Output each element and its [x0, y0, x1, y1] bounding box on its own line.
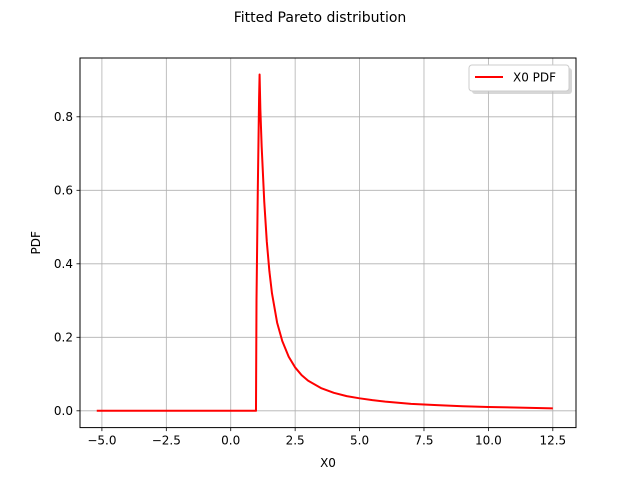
- series-line: [96, 73, 553, 412]
- x-axis-ticks: −5.0 −2.5 0.0 2.5 5.0 7.5 10.0 12.5: [87, 427, 566, 448]
- plot-frame: [79, 57, 577, 429]
- x-tick-label: 12.5: [539, 434, 566, 448]
- x-tick-label: −5.0: [87, 434, 116, 448]
- y-tick-label: 0.6: [54, 184, 73, 198]
- chart-title: Fitted Pareto distribution: [234, 10, 407, 26]
- x-tick-label: 5.0: [350, 434, 369, 448]
- x-tick-label: −2.5: [152, 434, 181, 448]
- x-tick-label: 7.5: [414, 434, 433, 448]
- x-tick-label: 10.0: [475, 434, 502, 448]
- legend-label: X0 PDF: [513, 71, 556, 85]
- y-axis-label: PDF: [29, 231, 43, 254]
- x-tick-label: 2.5: [286, 434, 305, 448]
- y-tick-label: 0.8: [54, 110, 73, 124]
- y-tick-label: 0.4: [54, 257, 73, 271]
- legend-box: [468, 64, 570, 92]
- legend: X0 PDF: [468, 64, 572, 94]
- x-axis-label: X0: [320, 456, 336, 470]
- y-tick-label: 0.2: [54, 331, 73, 345]
- x-tick-label: 0.0: [221, 434, 240, 448]
- y-axis-ticks: 0.0 0.2 0.4 0.6 0.8: [54, 110, 80, 418]
- y-tick-label: 0.0: [54, 404, 73, 418]
- series-layer: [96, 73, 553, 412]
- grid: [80, 58, 576, 428]
